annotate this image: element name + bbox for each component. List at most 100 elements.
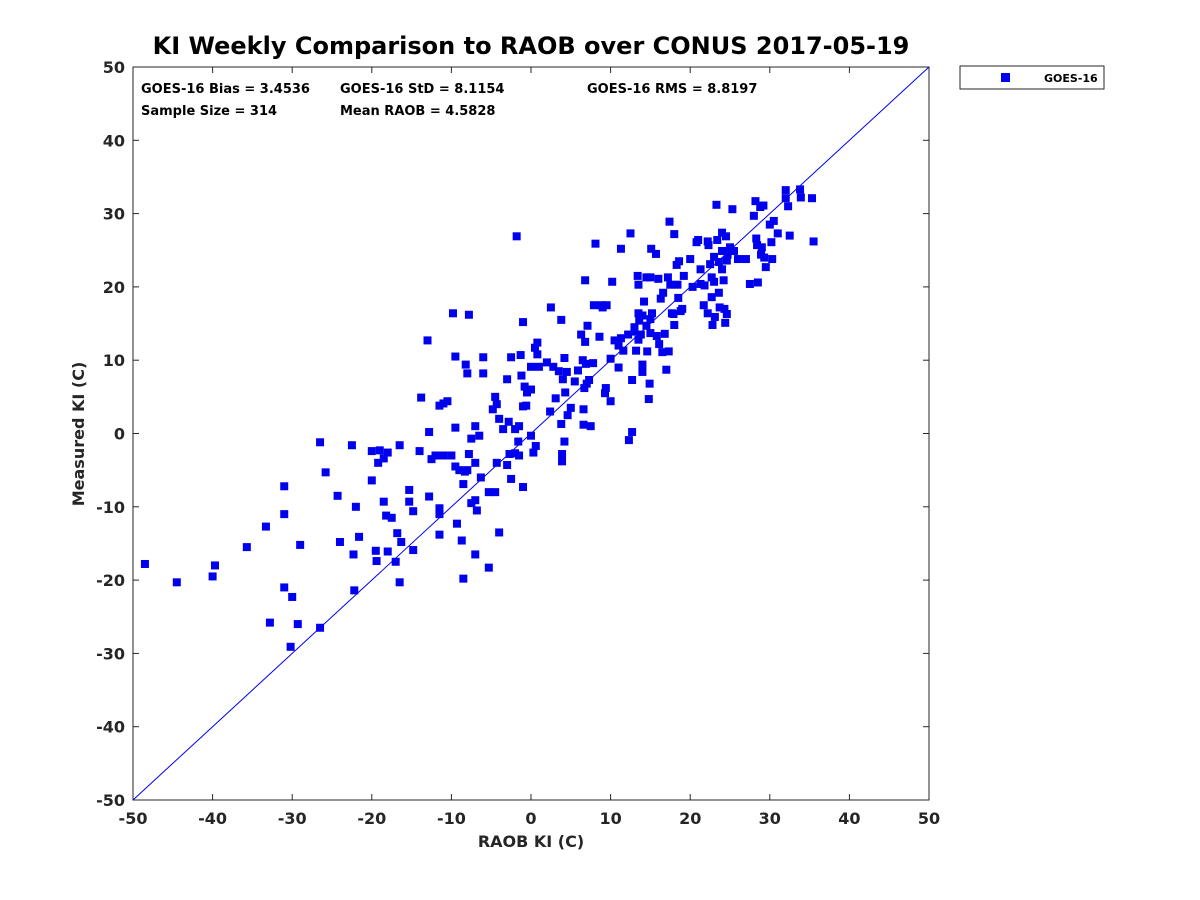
data-point xyxy=(316,438,325,447)
data-point xyxy=(719,276,728,285)
data-point xyxy=(752,234,761,243)
data-point xyxy=(515,422,524,431)
data-point xyxy=(729,246,738,255)
y-tick-label: 30 xyxy=(103,205,125,224)
data-point xyxy=(761,263,770,272)
data-point xyxy=(355,532,364,541)
data-point xyxy=(464,310,473,319)
data-point xyxy=(395,441,404,450)
data-point xyxy=(321,468,330,477)
data-point xyxy=(753,278,762,287)
data-point xyxy=(507,474,516,483)
data-point xyxy=(713,235,722,244)
data-point xyxy=(527,431,535,440)
x-tick-label: 20 xyxy=(679,809,701,828)
data-point xyxy=(531,441,540,450)
data-point xyxy=(549,362,558,371)
data-point xyxy=(602,301,611,310)
data-point xyxy=(382,511,391,520)
data-point xyxy=(628,375,637,384)
data-point xyxy=(796,193,805,202)
data-point xyxy=(349,550,358,559)
data-point xyxy=(443,397,452,406)
data-point xyxy=(495,528,504,537)
data-point xyxy=(606,397,615,406)
data-point xyxy=(557,419,566,428)
data-point xyxy=(551,394,560,403)
data-point xyxy=(499,425,508,434)
data-point xyxy=(722,232,731,241)
y-tick-label: 10 xyxy=(103,351,125,370)
data-point xyxy=(666,280,675,289)
data-point xyxy=(733,255,742,264)
stat-mean-raob: Mean RAOB = 4.5828 xyxy=(340,104,495,119)
x-tick-label: 50 xyxy=(918,809,940,828)
data-point xyxy=(293,620,302,629)
data-point xyxy=(471,550,480,559)
data-point xyxy=(562,367,571,376)
data-point xyxy=(435,530,444,539)
data-point xyxy=(451,423,460,432)
data-point xyxy=(519,483,528,492)
data-point xyxy=(720,304,729,313)
data-point xyxy=(451,352,460,361)
data-point xyxy=(699,301,708,310)
data-point xyxy=(809,237,818,246)
data-point xyxy=(721,318,730,327)
data-point xyxy=(261,522,270,531)
data-point xyxy=(566,403,575,412)
data-point xyxy=(557,315,566,324)
legend-box xyxy=(959,65,1105,90)
data-point xyxy=(484,563,493,572)
data-point xyxy=(751,197,760,206)
data-point xyxy=(706,260,715,269)
data-point xyxy=(425,492,434,501)
data-point xyxy=(606,354,615,363)
data-point xyxy=(512,232,521,241)
data-point xyxy=(655,340,664,349)
data-point xyxy=(710,312,719,321)
data-point xyxy=(459,574,468,583)
data-point xyxy=(573,366,582,375)
data-point xyxy=(530,343,539,352)
data-point xyxy=(643,347,652,356)
y-tick-label: 50 xyxy=(103,58,125,77)
data-point xyxy=(723,250,732,259)
data-point xyxy=(492,458,501,467)
data-point xyxy=(479,369,488,378)
data-point xyxy=(670,230,679,239)
data-point xyxy=(210,561,219,570)
data-point xyxy=(662,365,671,374)
data-point xyxy=(708,321,717,330)
data-point xyxy=(463,466,472,475)
x-tick-label: -50 xyxy=(119,809,148,828)
data-point xyxy=(581,337,590,346)
data-point xyxy=(707,273,716,282)
data-point xyxy=(781,186,790,195)
data-point xyxy=(471,496,480,505)
data-point xyxy=(514,437,523,446)
data-point xyxy=(710,277,719,286)
data-point xyxy=(601,389,610,398)
data-point xyxy=(773,229,782,238)
data-point xyxy=(464,450,473,459)
data-point xyxy=(316,623,325,632)
data-point xyxy=(563,411,572,420)
data-point xyxy=(558,375,567,384)
data-point xyxy=(439,451,448,460)
data-point xyxy=(718,265,727,274)
data-point xyxy=(674,293,683,302)
x-tick-label: -10 xyxy=(437,809,466,828)
data-point xyxy=(646,329,655,338)
data-point xyxy=(560,437,569,446)
data-point xyxy=(757,243,766,252)
y-axis-label: Measured KI (C) xyxy=(69,362,88,507)
data-point xyxy=(636,330,645,339)
data-point xyxy=(452,519,461,528)
data-point xyxy=(333,491,342,500)
data-point xyxy=(741,255,750,264)
data-point xyxy=(722,310,731,319)
data-point xyxy=(673,280,682,289)
data-point xyxy=(652,332,661,341)
data-point xyxy=(647,309,656,318)
